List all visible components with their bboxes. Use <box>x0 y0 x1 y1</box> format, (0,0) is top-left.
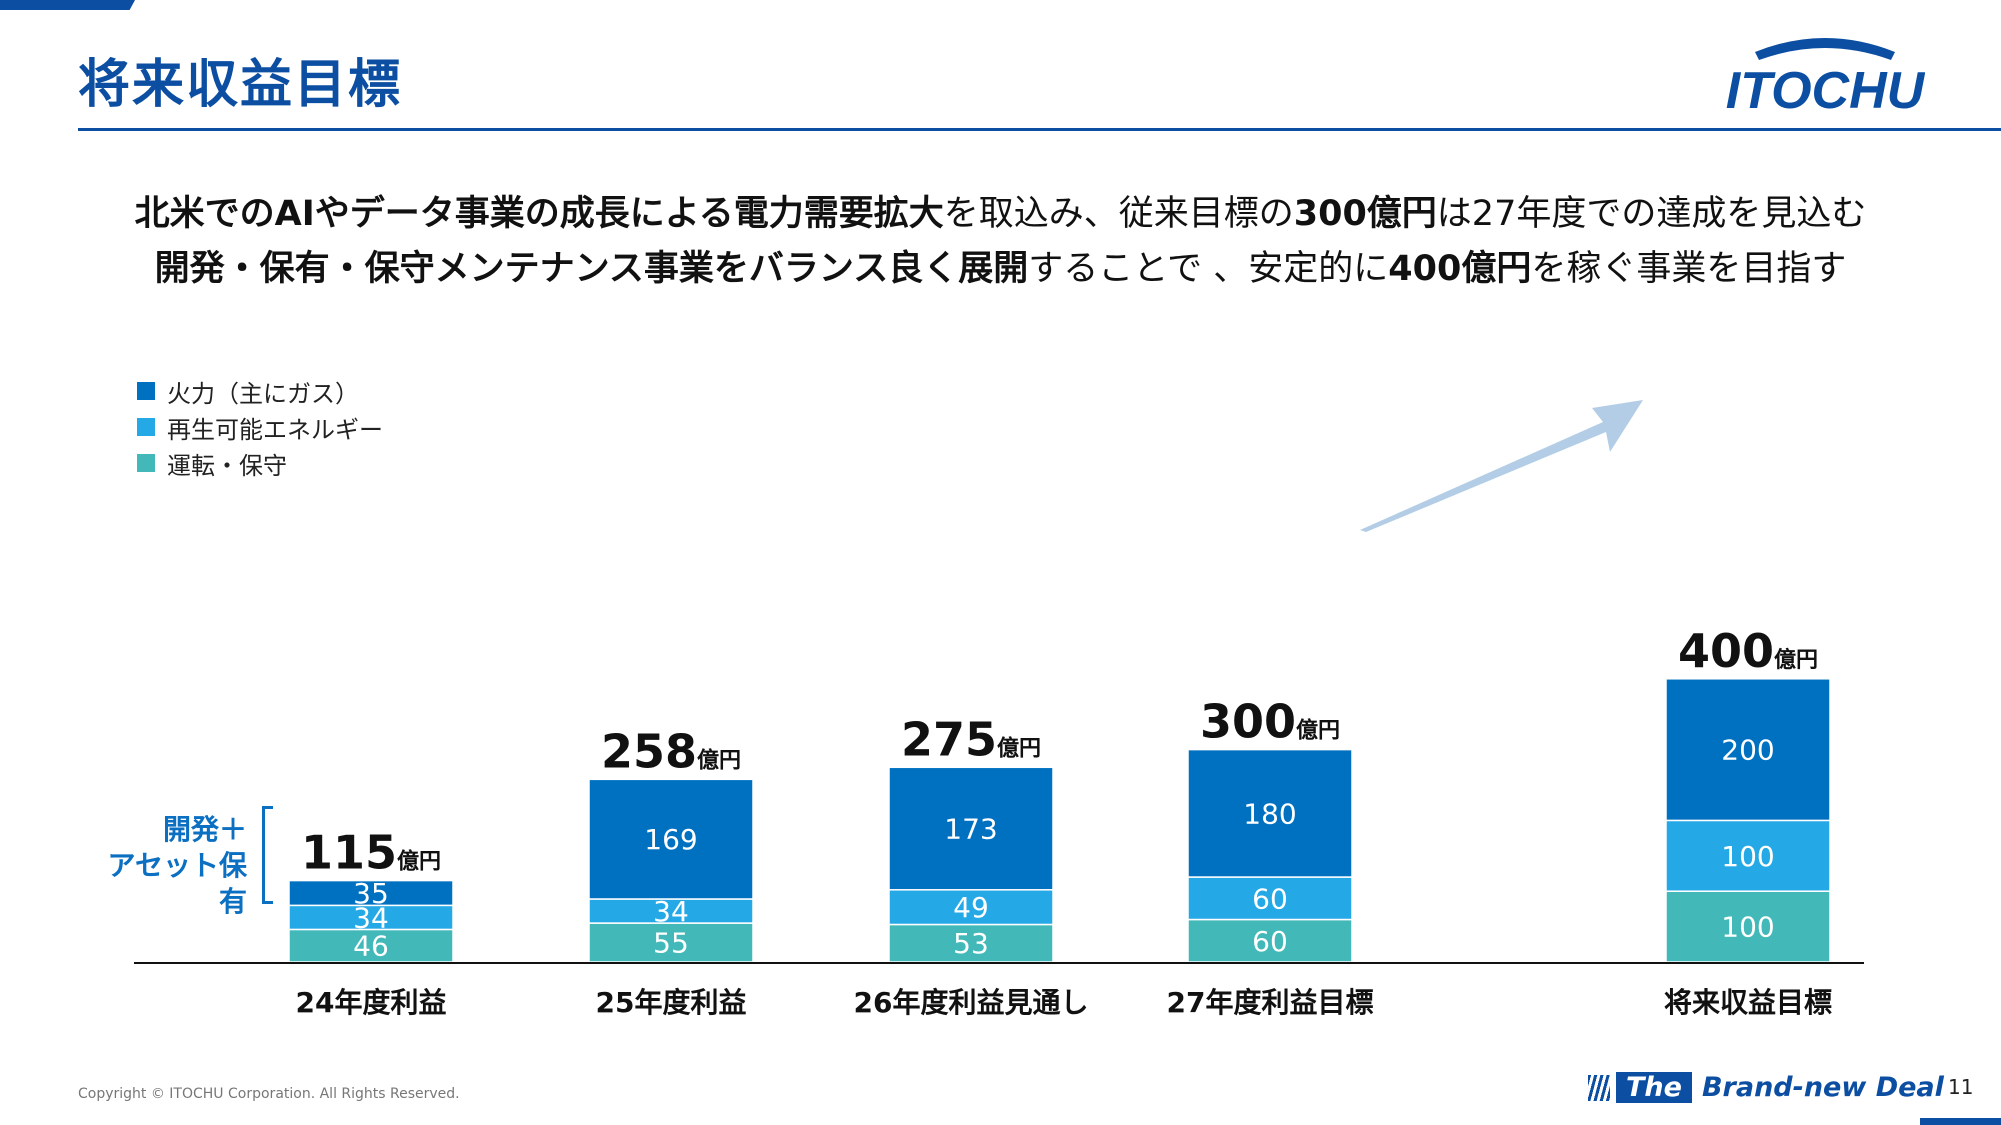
bar-segment <box>288 879 454 907</box>
bar-value-label: 169 <box>644 823 697 856</box>
copyright-text: Copyright © ITOCHU Corporation. All Righ… <box>78 1086 460 1102</box>
legend-item: 火力（主にガス） <box>137 373 383 409</box>
category-label: 26年度利益見通し <box>854 986 1089 1019</box>
bar-total-value: 400 <box>1678 624 1774 678</box>
bar-total-unit: 億円 <box>697 747 741 773</box>
subtitle-line-2: 開発・保有・保守メンテナンス事業をバランス良く展開することで 、安定的に400億… <box>0 240 2001 291</box>
legend-label: 再生可能エネルギー <box>167 415 383 444</box>
bottom-accent-bar <box>1920 1118 2001 1125</box>
growth-arrow <box>1360 400 1643 532</box>
subtitle-line-1-segment: は27年度での達成を見込む <box>1436 194 1867 234</box>
bar-segment <box>1187 918 1353 963</box>
bar-total-unit: 億円 <box>397 849 441 875</box>
bracket-marker <box>262 806 273 904</box>
legend-item: 運転・保守 <box>137 445 383 481</box>
itochu-logo: ITOCHU <box>1726 38 1925 117</box>
bar-segment <box>1187 748 1353 878</box>
bar-total-label: 258億円 <box>601 724 741 778</box>
bar-total-label: 300億円 <box>1200 695 1340 749</box>
brand-tagline: The Brand-new Deal <box>1588 1072 1944 1103</box>
bar-total-unit: 億円 <box>1774 647 1818 673</box>
subtitle-line-2-segment: 400億円 <box>1388 249 1532 289</box>
bar-value-label: 34 <box>653 895 689 928</box>
development-asset-label: 開発＋ アセット保有 <box>92 812 247 920</box>
bracket-label-line: 開発＋ <box>162 813 247 846</box>
legend-label: 火力（主にガス） <box>167 379 359 408</box>
bar-value-label: 180 <box>1243 797 1296 830</box>
bar-total-value: 300 <box>1200 695 1296 749</box>
page-number: 11 <box>1948 1075 1974 1099</box>
bar-value-label: 35 <box>353 877 389 910</box>
category-label: 25年度利益 <box>596 986 747 1019</box>
bar-value-label: 200 <box>1721 734 1774 767</box>
bar-segment <box>288 904 454 931</box>
bar-value-label: 100 <box>1721 911 1774 944</box>
bar-total-value: 275 <box>901 712 997 766</box>
tagline-brand-new-deal: Brand-new Deal <box>1701 1072 1944 1103</box>
tagline-the: The <box>1616 1072 1692 1103</box>
title-divider <box>78 128 2001 131</box>
bar-total-value: 258 <box>601 724 697 778</box>
bar-value-label: 46 <box>353 930 389 963</box>
bar-value-label: 173 <box>944 813 997 846</box>
bar-total-label: 400億円 <box>1678 624 1818 678</box>
page-title: 将来収益目標 <box>78 55 403 115</box>
subtitle-line-1-segment: 300億円 <box>1293 194 1437 234</box>
bar-value-label: 53 <box>953 927 989 960</box>
bar-value-label: 55 <box>653 927 689 960</box>
subtitle-line-2-segment: を稼ぐ事業を目指す <box>1531 249 1847 289</box>
subtitle-line-1: 北米でのAIやデータ事業の成長による電力需要拡大を取込み、従来目標の300億円は… <box>0 185 2001 236</box>
bar-total-label: 115億円 <box>301 826 441 880</box>
bar-total-label: 275億円 <box>901 712 1041 766</box>
bar-segment <box>1665 678 1831 822</box>
bar-total-unit: 億円 <box>1296 718 1340 744</box>
legend-swatch <box>137 454 155 472</box>
category-label: 24年度利益 <box>296 986 447 1019</box>
bar-segment <box>1665 890 1831 963</box>
category-label: 将来収益目標 <box>1664 986 1832 1019</box>
bar-value-label: 49 <box>953 891 989 924</box>
legend-item: 再生可能エネルギー <box>137 409 383 445</box>
subtitle-line-2-segment: 開発・保有・保守メンテナンス事業をバランス良く展開 <box>154 249 1029 289</box>
bracket-label-line: アセット保有 <box>107 849 247 918</box>
bar-segment <box>888 889 1054 926</box>
legend-swatch <box>137 418 155 436</box>
subtitle-line-1-segment: 北米でのAIやデータ事業の成長による電力需要拡大 <box>134 194 944 234</box>
subtitle-line-2-segment: することで 、安定的に <box>1028 249 1389 289</box>
bar-value-label: 60 <box>1252 882 1288 915</box>
category-label: 27年度利益目標 <box>1167 986 1374 1019</box>
bar-value-label: 34 <box>353 901 389 934</box>
bar-value-label: 100 <box>1721 840 1774 873</box>
legend-swatch <box>137 382 155 400</box>
bar-value-label: 60 <box>1252 925 1288 958</box>
subtitle-line-1-segment: を取込み、従来目標の <box>943 194 1294 234</box>
bar-total-unit: 億円 <box>997 735 1041 761</box>
bar-segment <box>1665 819 1831 892</box>
bar-segment <box>588 778 754 900</box>
bar-segment <box>1187 876 1353 921</box>
tagline-stripes <box>1588 1074 1610 1101</box>
bar-segment <box>588 922 754 963</box>
bar-segment <box>888 923 1054 963</box>
bar-segment <box>888 766 1054 891</box>
top-accent-bar <box>0 0 135 10</box>
bar-segment <box>588 898 754 924</box>
chart-legend: 火力（主にガス） 再生可能エネルギー 運転・保守 <box>137 373 383 481</box>
logo-text: ITOCHU <box>1726 62 1925 117</box>
bar-total-value: 115 <box>301 826 397 880</box>
legend-label: 運転・保守 <box>167 451 287 480</box>
